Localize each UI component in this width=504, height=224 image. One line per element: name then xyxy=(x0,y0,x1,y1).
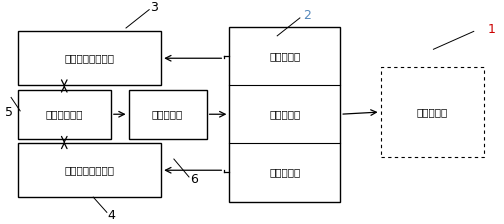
Text: 微波消融针: 微波消融针 xyxy=(416,107,448,117)
Bar xyxy=(381,67,484,157)
Bar xyxy=(18,31,161,85)
Bar xyxy=(18,143,161,197)
Bar xyxy=(129,90,207,139)
Text: 6: 6 xyxy=(190,173,198,186)
Text: 正向检波处理模块: 正向检波处理模块 xyxy=(65,53,114,63)
Text: 反向耦合器: 反向耦合器 xyxy=(269,168,300,177)
Text: 反向检波处理模块: 反向检波处理模块 xyxy=(65,165,114,175)
Text: 微波消融仪: 微波消融仪 xyxy=(152,109,183,119)
Text: 3: 3 xyxy=(150,1,158,14)
Text: 定向耦合器: 定向耦合器 xyxy=(269,109,300,119)
Text: 2: 2 xyxy=(303,9,311,22)
Text: 1: 1 xyxy=(487,23,495,36)
Text: 5: 5 xyxy=(5,106,13,118)
Text: 信号处理模块: 信号处理模块 xyxy=(45,109,83,119)
Bar xyxy=(229,27,340,202)
Text: 正向耦合器: 正向耦合器 xyxy=(269,51,300,61)
Text: 4: 4 xyxy=(107,209,115,222)
Bar xyxy=(18,90,111,139)
